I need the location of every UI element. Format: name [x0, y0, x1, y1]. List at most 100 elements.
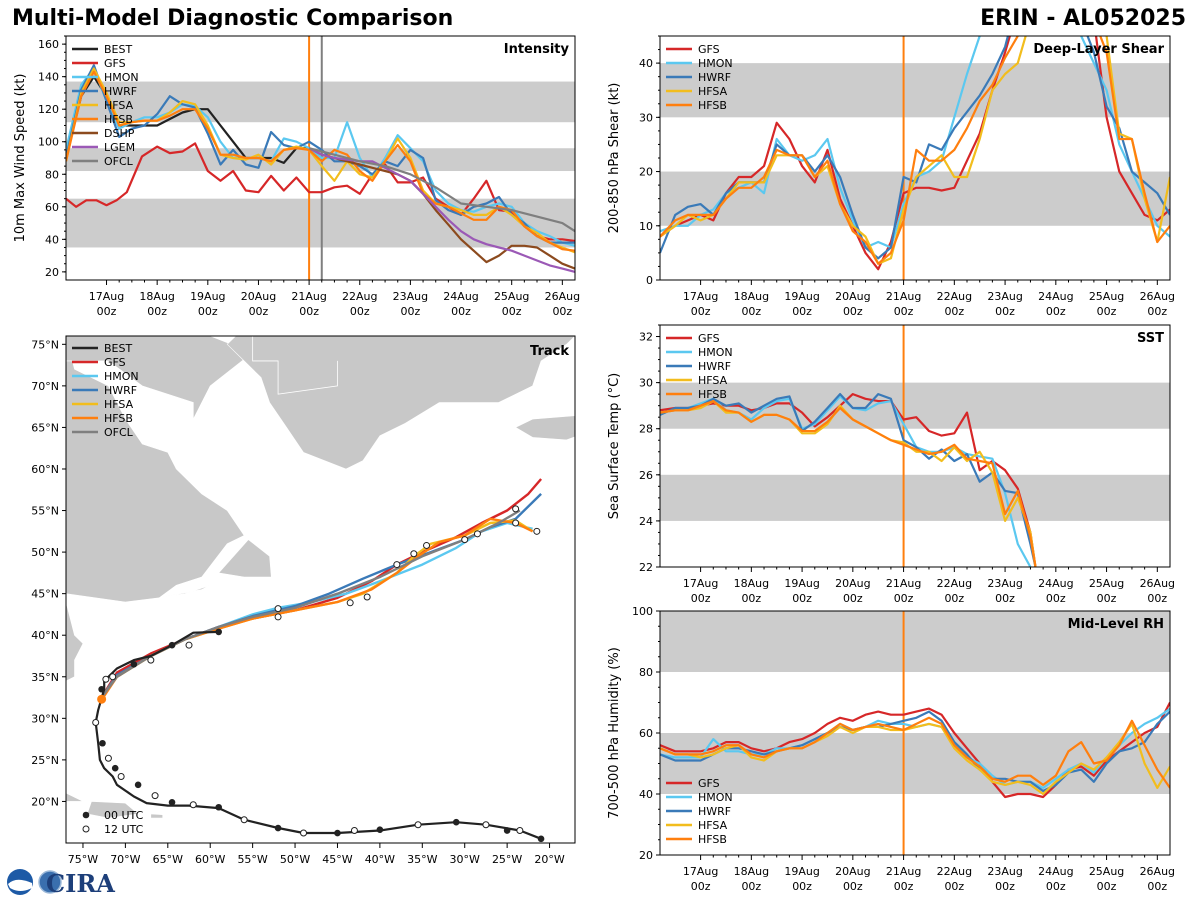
x-tick-label-hour: 00z [1046, 305, 1066, 318]
x-tick-label: 19Aug [784, 865, 819, 878]
x-tick-label: 17Aug [683, 577, 718, 590]
x-tick-label-hour: 00z [691, 305, 711, 318]
legend-label-hfsb: HFSB [698, 833, 727, 846]
legend-label-hfsa: HFSA [698, 374, 728, 387]
x-tick-label: 24Aug [1038, 865, 1073, 878]
x-tick-label: 17Aug [683, 290, 718, 303]
x-tick-label: 18Aug [139, 290, 174, 303]
series-hwrf [66, 64, 575, 244]
track-best [94, 630, 542, 840]
y-tick-label: 75°N [31, 338, 59, 351]
current-position-marker [97, 694, 107, 704]
y-tick-label: 10 [639, 220, 653, 233]
legend-label-dshp: DSHP [104, 127, 135, 140]
legend-label-hmon: HMON [104, 71, 139, 84]
y-tick-label: 70°N [31, 380, 59, 393]
legend-label-hwrf: HWRF [698, 360, 731, 373]
x-tick-label-hour: 00z [995, 305, 1015, 318]
x-tick-label: 22Aug [937, 865, 972, 878]
legend-label-hmon: HMON [698, 57, 733, 70]
forecast-marker [512, 519, 520, 527]
x-tick-label: 75°W [68, 853, 98, 866]
best-marker-12utc [185, 641, 193, 649]
best-marker-12utc [109, 673, 117, 681]
track-frame [65, 335, 576, 844]
series-hfsb [66, 70, 575, 252]
x-tick-label-hour: 00z [249, 305, 269, 318]
y-tick-label: 60°N [31, 463, 59, 476]
x-tick-label: 21Aug [886, 577, 921, 590]
y-tick-label: 24 [639, 515, 653, 528]
x-tick-label: 65°W [153, 853, 183, 866]
x-tick-label: 23Aug [393, 290, 428, 303]
best-marker-12utc [189, 801, 197, 809]
x-tick-label: 70°W [110, 853, 140, 866]
legend-label-hfsa: HFSA [104, 99, 134, 112]
logo-text: CIRA [46, 869, 115, 898]
forecast-marker [512, 505, 520, 513]
y-tick-label: 22 [639, 561, 653, 574]
y-tick-label: 55°N [31, 505, 59, 518]
legend-label-ofcl: OFCL [104, 426, 134, 439]
puerto-rico-land [150, 813, 163, 819]
best-marker-00utc [168, 798, 176, 806]
y-axis-label: 200-850 hPa Shear (kt) [607, 83, 622, 234]
legend-label-hfsa: HFSA [698, 85, 728, 98]
y-tick-label: 100 [38, 136, 59, 149]
x-tick-label-hour: 00z [502, 305, 522, 318]
x-tick-label: 18Aug [734, 290, 769, 303]
panel-title: Track [530, 344, 569, 359]
best-marker-12utc [240, 816, 248, 824]
y-tick-label: 100 [632, 605, 653, 618]
legend-label-gfs: GFS [104, 57, 126, 70]
x-tick-label: 20Aug [835, 290, 870, 303]
x-tick-label: 25°W [492, 853, 522, 866]
y-tick-label: 40°N [31, 629, 59, 642]
x-tick-label: 24Aug [1038, 290, 1073, 303]
panel-rh: 20 40 60 80 100 17Aug 00z 18Aug 00z 19Aug 00z 20Aug… [607, 605, 1175, 893]
cuba-land [66, 792, 84, 802]
x-tick-label-hour: 00z [691, 880, 711, 893]
series-gfs [660, 701, 1170, 799]
x-tick-label: 17Aug [683, 865, 718, 878]
best-marker-12utc [300, 829, 308, 837]
greenland-land [226, 336, 575, 470]
best-marker-12utc [104, 754, 112, 762]
y-tick-label: 60 [45, 201, 59, 214]
x-tick-label-hour: 00z [552, 305, 572, 318]
forecast-marker [473, 530, 481, 538]
panel-title: Deep-Layer Shear [1033, 42, 1164, 57]
y-axis-label: 700-500 hPa Humidity (%) [607, 647, 622, 819]
x-tick-label: 18Aug [734, 577, 769, 590]
x-tick-label: 26Aug [545, 290, 580, 303]
x-tick-label: 30°W [450, 853, 480, 866]
legend-label-hwrf: HWRF [104, 384, 137, 397]
y-tick-label: 160 [38, 38, 59, 51]
best-marker-12utc [117, 773, 125, 781]
best-marker-00utc [215, 803, 222, 811]
cira-logo: CIRA [7, 869, 115, 898]
y-tick-label: 32 [639, 331, 653, 344]
legend-label-best: BEST [104, 43, 132, 56]
globe-icon [39, 871, 61, 893]
x-tick-label-hour: 00z [894, 880, 914, 893]
x-tick-label-hour: 00z [741, 305, 761, 318]
shear-band [660, 63, 1170, 118]
panel-title: Mid-Level RH [1068, 617, 1164, 632]
x-tick-label: 45°W [322, 853, 352, 866]
forecast-marker [274, 605, 282, 613]
legend-label-gfs: GFS [698, 777, 720, 790]
legend-label-hfsa: HFSA [104, 398, 134, 411]
x-tick-label: 21Aug [291, 290, 326, 303]
x-tick-label: 20Aug [835, 865, 870, 878]
x-tick-label-hour: 00z [792, 880, 812, 893]
x-tick-label-hour: 00z [843, 305, 863, 318]
legend-label-gfs: GFS [698, 43, 720, 56]
x-tick-label-hour: 00z [843, 592, 863, 605]
panel-shear: 0 10 20 30 40 17Aug 00z 18Aug 00z 19Aug 00z 20Aug 00… [607, 35, 1175, 318]
page-title: Multi-Model Diagnostic Comparison [12, 6, 454, 31]
best-marker-00utc [215, 628, 222, 636]
y-tick-label: 45°N [31, 588, 59, 601]
x-tick-label-hour: 00z [1147, 592, 1167, 605]
x-tick-label-hour: 00z [792, 592, 812, 605]
